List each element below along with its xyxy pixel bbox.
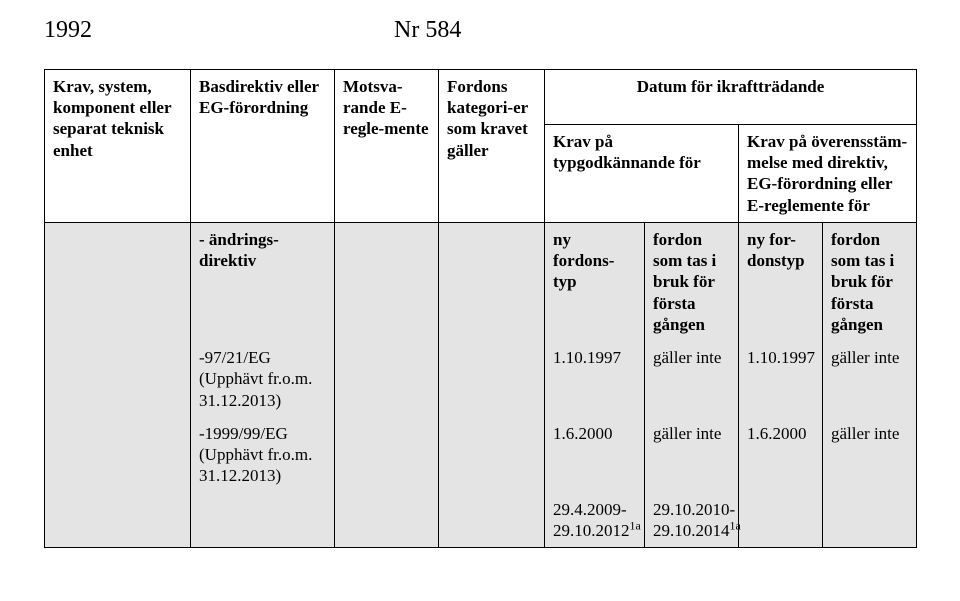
subhdr-ny2: ny for-donstyp — [739, 222, 823, 341]
r1c3 — [335, 341, 439, 417]
r3c5-sup: 1a — [630, 518, 641, 532]
hdr-col2b — [191, 124, 335, 222]
subhdr-tas2: fordon som tas i bruk för första gången — [823, 222, 917, 341]
subhdr-c4 — [439, 222, 545, 341]
r2c5: 1.6.2000 — [545, 417, 645, 493]
page-number-left: 1992 — [44, 16, 164, 45]
page-header: 1992 Nr 584 — [44, 16, 916, 45]
r1c5: 1.10.1997 — [545, 341, 645, 417]
r3c2 — [191, 493, 335, 548]
r3c8 — [823, 493, 917, 548]
subhdr-c1 — [45, 222, 191, 341]
hdr-datum: Datum för ikraftträdande — [545, 69, 917, 124]
r3c6-sup: 1a — [730, 518, 741, 532]
r3c6-text: 29.10.2010-29.10.2014 — [653, 500, 735, 540]
r3c5-text: 29.4.2009-29.10.2012 — [553, 500, 630, 540]
r2c3 — [335, 417, 439, 493]
r2c6: gäller inte — [645, 417, 739, 493]
hdr-col3: Motsva-rande E-regle-mente — [335, 69, 439, 222]
subhdr-c2: - ändrings-direktiv — [191, 222, 335, 341]
r1c7: 1.10.1997 — [739, 341, 823, 417]
document-page: 1992 Nr 584 Krav, system, komponent elle… — [0, 0, 960, 601]
r2c7: 1.6.2000 — [739, 417, 823, 493]
hdr-typgod: Krav på typgodkännande för — [545, 124, 739, 222]
r3c4 — [439, 493, 545, 548]
r3c5: 29.4.2009-29.10.20121a — [545, 493, 645, 548]
subhdr-tas1: fordon som tas i bruk för första gången — [645, 222, 739, 341]
hdr-col1: Krav, system, komponent eller separat te… — [45, 69, 191, 222]
subhdr-c3 — [335, 222, 439, 341]
r3c3 — [335, 493, 439, 548]
r1c6: gäller inte — [645, 341, 739, 417]
r2c4 — [439, 417, 545, 493]
r3c6: 29.10.2010-29.10.20141a — [645, 493, 739, 548]
r1c2: -97/21/EG (Upphävt fr.o.m. 31.12.2013) — [191, 341, 335, 417]
r1c1 — [45, 341, 191, 417]
hdr-col4: Fordons kategori-er som kravet gäller — [439, 69, 545, 222]
hdr-col2: Basdirektiv eller EG-förordning — [191, 69, 335, 124]
document-number: Nr 584 — [164, 16, 916, 45]
r1c8: gäller inte — [823, 341, 917, 417]
subhdr-ny1: ny fordons-typ — [545, 222, 645, 341]
r3c1 — [45, 493, 191, 548]
requirements-table: Krav, system, komponent eller separat te… — [44, 69, 917, 548]
r2c1 — [45, 417, 191, 493]
r2c8: gäller inte — [823, 417, 917, 493]
r2c2: -1999/99/EG (Upphävt fr.o.m. 31.12.2013) — [191, 417, 335, 493]
hdr-overens: Krav på överensstäm-melse med direktiv, … — [739, 124, 917, 222]
r1c4 — [439, 341, 545, 417]
r3c7 — [739, 493, 823, 548]
